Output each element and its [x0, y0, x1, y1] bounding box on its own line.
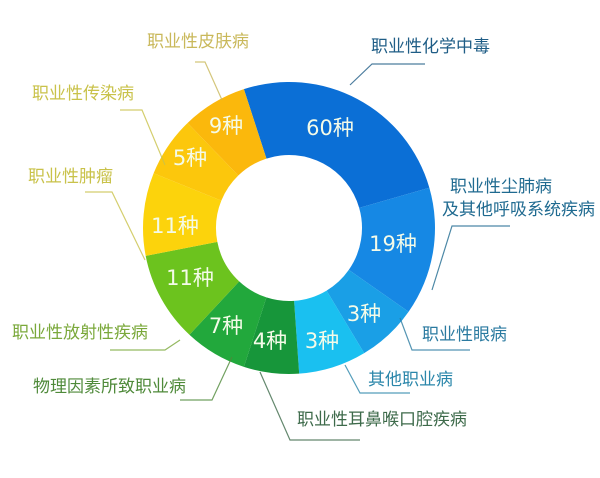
category-label: 其他职业病 [368, 370, 453, 390]
donut-slice [243, 82, 430, 208]
category-label: 及其他呼吸系统疾病 [442, 200, 595, 220]
value-label: 5种 [173, 146, 207, 170]
category-label: 职业性放射性疾病 [12, 323, 148, 343]
leader-line [120, 109, 166, 166]
donut-slice [189, 281, 267, 367]
value-label: 60种 [306, 116, 354, 140]
donut-slice [294, 290, 365, 374]
leader-line [180, 356, 233, 401]
category-label: 职业性眼病 [422, 325, 507, 345]
value-label: 9种 [209, 114, 243, 138]
donut-slice [187, 89, 267, 176]
donut-slice [145, 241, 240, 335]
value-label: 19种 [369, 232, 417, 256]
category-label: 职业性化学中毒 [371, 37, 490, 57]
leader-line [259, 371, 360, 441]
donut-slice [243, 297, 300, 374]
leader-line [344, 364, 410, 394]
value-label: 3种 [347, 302, 381, 326]
value-label: 4种 [253, 329, 287, 353]
value-label: 11种 [166, 266, 214, 290]
leader-line [349, 63, 425, 86]
category-label: 职业性传染病 [32, 84, 134, 104]
value-label: 11种 [151, 214, 199, 238]
category-label: 职业性皮肤病 [147, 32, 249, 52]
category-label: 物理因素所致职业病 [33, 377, 186, 397]
leader-line [85, 191, 146, 261]
leader-line [399, 317, 470, 351]
donut-slice [153, 122, 239, 201]
leader-line [431, 225, 510, 291]
donut-slice [143, 173, 222, 256]
value-label: 7种 [209, 314, 243, 338]
leader-line [110, 339, 181, 351]
category-label: 职业性尘肺病 [450, 177, 552, 197]
category-label: 职业性肿瘤 [28, 167, 113, 187]
category-label: 职业性耳鼻喉口腔疾病 [297, 410, 467, 430]
leader-line [195, 61, 223, 101]
donut-slice [326, 269, 409, 354]
donut-slice [348, 187, 435, 312]
value-label: 3种 [305, 329, 339, 353]
